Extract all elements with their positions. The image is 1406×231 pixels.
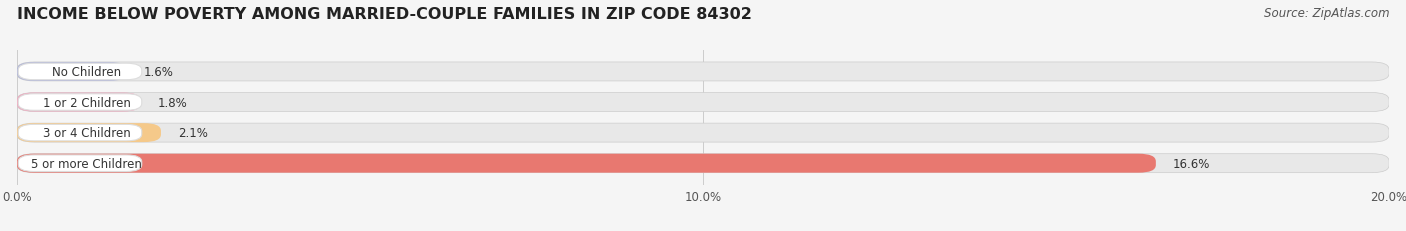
- Text: 3 or 4 Children: 3 or 4 Children: [44, 127, 131, 140]
- FancyBboxPatch shape: [17, 63, 127, 82]
- Text: 1.6%: 1.6%: [143, 66, 174, 79]
- FancyBboxPatch shape: [18, 94, 142, 111]
- Text: 5 or more Children: 5 or more Children: [31, 157, 142, 170]
- FancyBboxPatch shape: [18, 155, 142, 172]
- FancyBboxPatch shape: [17, 124, 160, 143]
- Text: INCOME BELOW POVERTY AMONG MARRIED-COUPLE FAMILIES IN ZIP CODE 84302: INCOME BELOW POVERTY AMONG MARRIED-COUPL…: [17, 7, 752, 22]
- Text: 1.8%: 1.8%: [157, 96, 187, 109]
- FancyBboxPatch shape: [17, 154, 1389, 173]
- Text: No Children: No Children: [52, 66, 121, 79]
- Text: Source: ZipAtlas.com: Source: ZipAtlas.com: [1264, 7, 1389, 20]
- FancyBboxPatch shape: [17, 124, 1389, 143]
- FancyBboxPatch shape: [18, 64, 142, 80]
- Text: 16.6%: 16.6%: [1173, 157, 1211, 170]
- Text: 2.1%: 2.1%: [179, 127, 208, 140]
- FancyBboxPatch shape: [17, 154, 1156, 173]
- Text: 1 or 2 Children: 1 or 2 Children: [44, 96, 131, 109]
- FancyBboxPatch shape: [17, 93, 1389, 112]
- FancyBboxPatch shape: [17, 63, 1389, 82]
- FancyBboxPatch shape: [18, 125, 142, 141]
- FancyBboxPatch shape: [17, 93, 141, 112]
